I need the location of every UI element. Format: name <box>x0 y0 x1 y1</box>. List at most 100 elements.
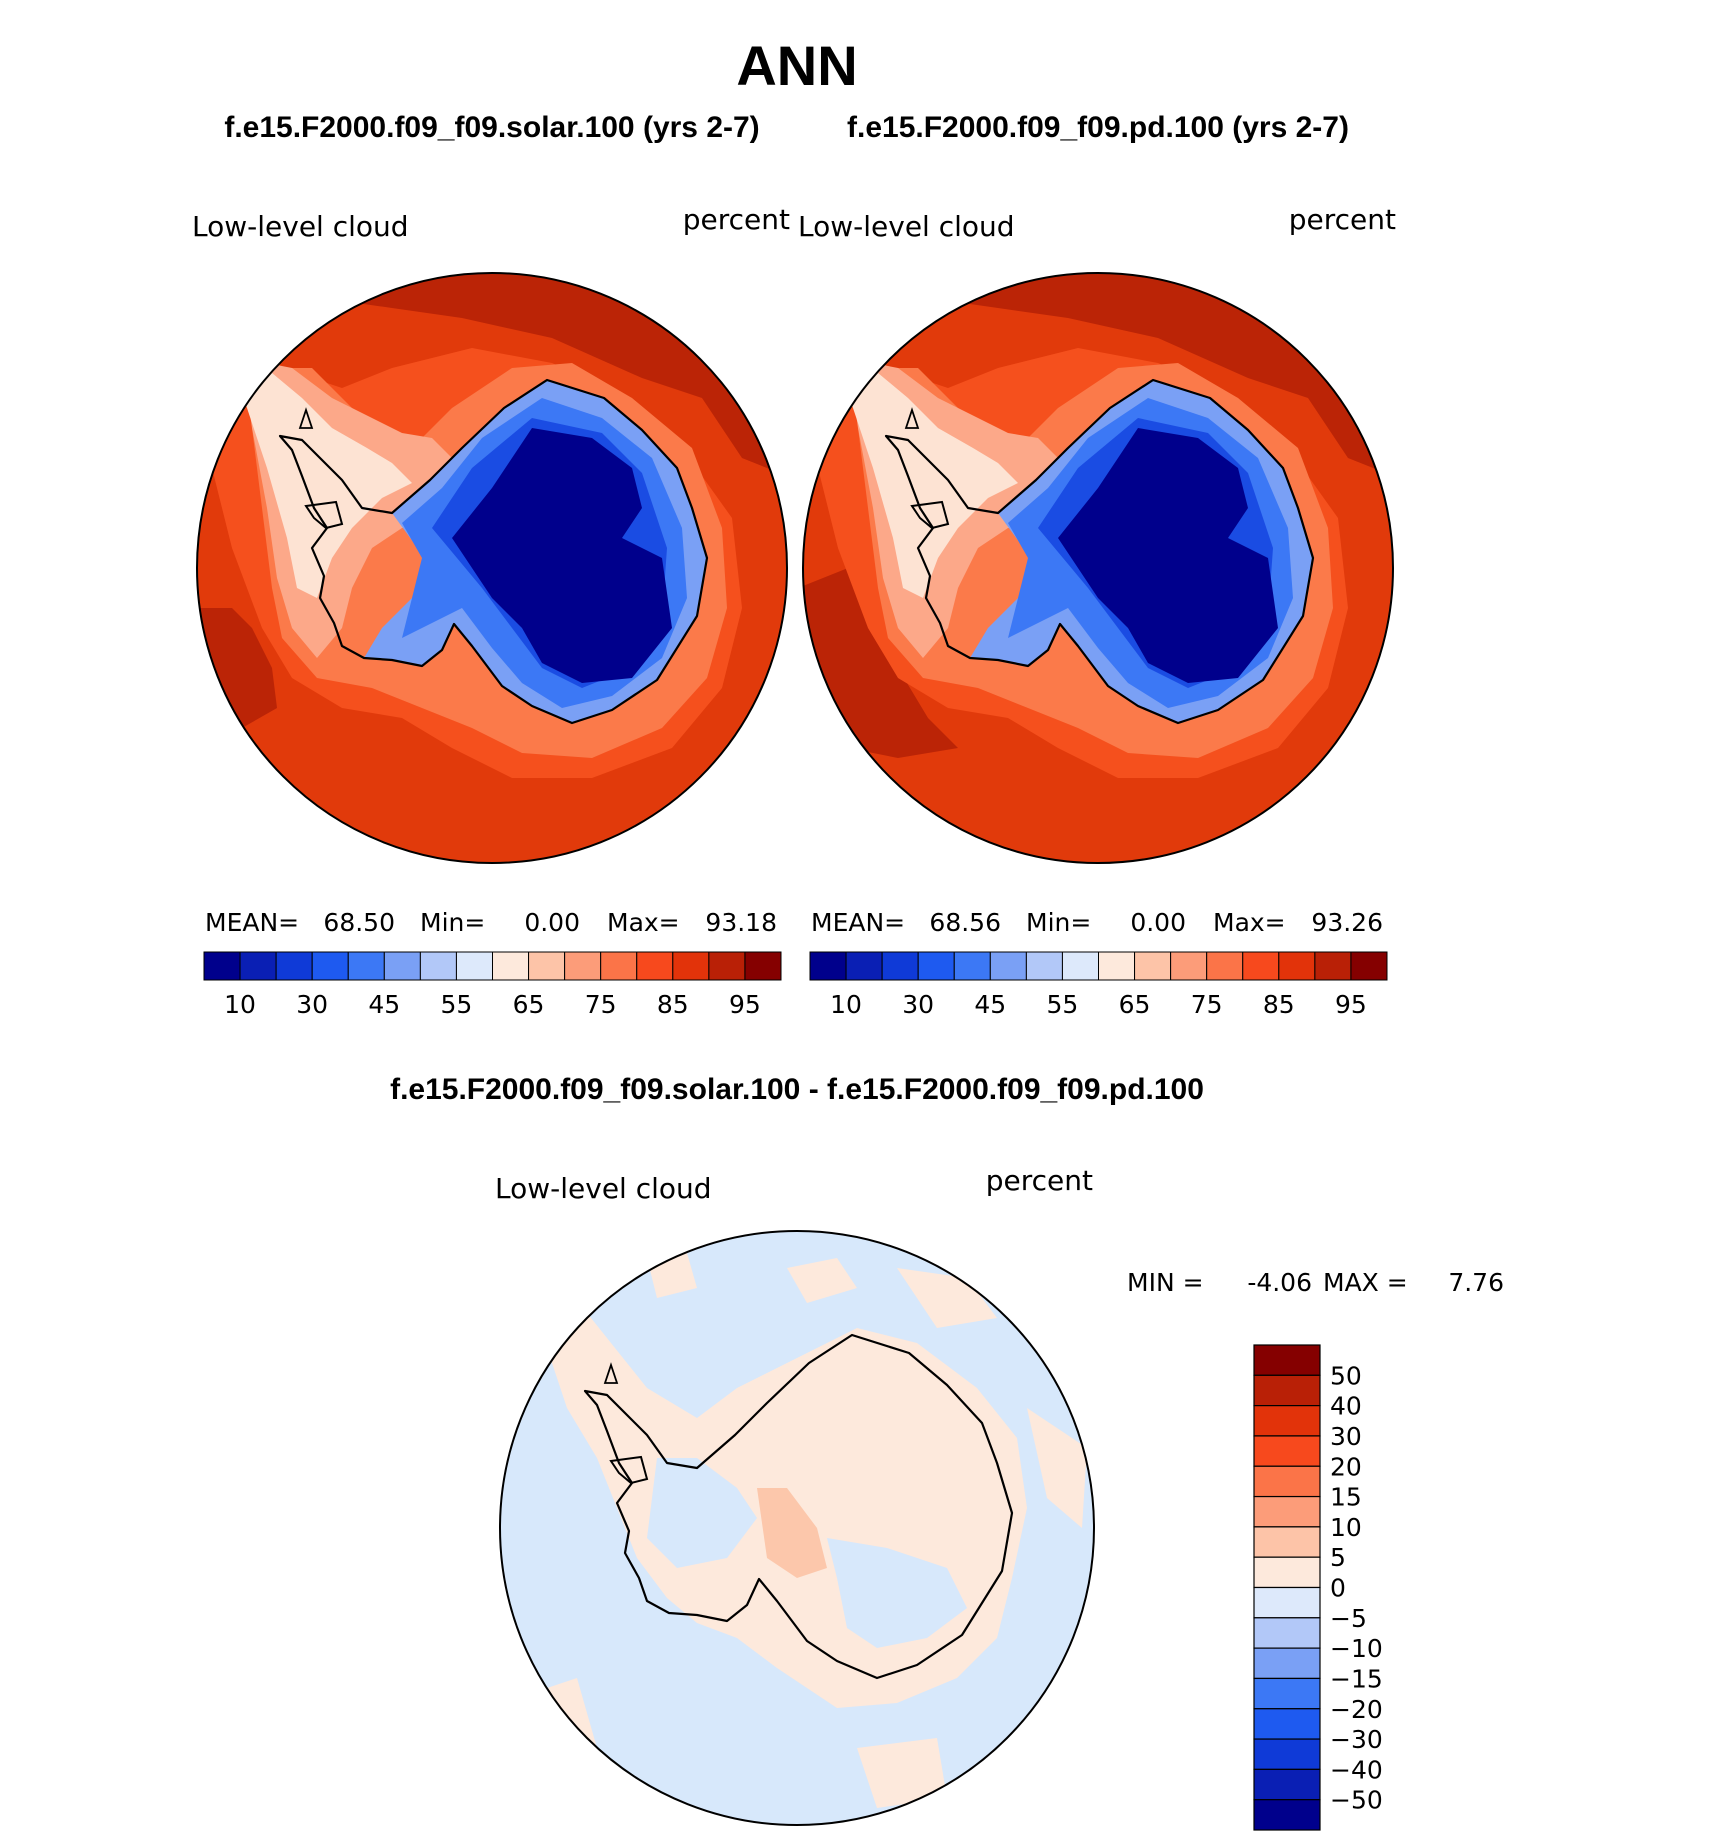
panel-1-case-label: f.e15.F2000.f09_f09.solar.100 (yrs 2-7) <box>224 111 759 144</box>
colorbar-tick-label: 95 <box>729 990 761 1019</box>
colorbar-swatch <box>1253 1768 1321 1801</box>
colorbar-swatch <box>845 951 883 981</box>
colorbar-level-label: −20 <box>1330 1695 1383 1724</box>
colorbar-swatch <box>275 951 313 981</box>
colorbar-swatch <box>953 951 991 981</box>
diff-negative-inlet <box>647 1458 757 1568</box>
mean-value: 68.56 <box>929 908 1001 937</box>
colorbar-level-label: 0 <box>1330 1574 1346 1603</box>
colorbar-swatch <box>1253 1465 1321 1498</box>
colorbar-swatch <box>564 951 602 981</box>
colorbar-swatch <box>1253 1344 1321 1376</box>
diff-title: f.e15.F2000.f09_f09.solar.100 - f.e15.F2… <box>390 1073 1204 1106</box>
colorbar-swatch <box>1253 1799 1321 1831</box>
diff-positive-region <box>787 1258 857 1303</box>
colorbar-tick-label: 65 <box>1119 990 1151 1019</box>
map-panel-2-border <box>802 272 1394 864</box>
colorbar-level-label: −10 <box>1330 1634 1383 1663</box>
colorbar-tick-label: 75 <box>585 990 617 1019</box>
colorbar-swatch <box>1242 951 1280 981</box>
colorbar-tick-label: 65 <box>513 990 545 1019</box>
pale-coastal-band <box>838 368 1018 598</box>
diff-strong-positive <box>757 1488 827 1578</box>
colorbar-swatch <box>1253 1405 1321 1437</box>
colorbar-swatch <box>809 951 847 981</box>
max-value: 93.18 <box>705 908 777 937</box>
colorbar-tick-label: 55 <box>441 990 473 1019</box>
colorbar-level-label: −50 <box>1330 1786 1383 1815</box>
colorbar-tick-label: 10 <box>830 990 862 1019</box>
colorbar-swatch <box>744 951 782 981</box>
diff-positive-region <box>1027 1408 1087 1528</box>
colorbar-level-label: −5 <box>1330 1604 1367 1633</box>
colorbar-tick-label: 30 <box>296 990 328 1019</box>
colorbar-swatch <box>1253 1677 1321 1710</box>
colorbar-swatch <box>1134 951 1172 981</box>
colorbar-swatch <box>636 951 674 981</box>
colorbar-swatch <box>492 951 530 981</box>
max-label: Max= <box>1213 908 1286 937</box>
panel-2-variable: Low-level cloud <box>798 210 1015 243</box>
diff-positive-region <box>857 1738 947 1808</box>
antarctica-core-cloud <box>452 428 672 683</box>
colorbar-swatch <box>455 951 493 981</box>
colorbar-swatch <box>1253 1526 1321 1558</box>
diff-negative-inlet <box>827 1538 967 1648</box>
diff-max-label: MAX = <box>1323 1268 1408 1297</box>
colorbar-swatch <box>1025 951 1063 981</box>
colorbar-tick-label: 45 <box>974 990 1006 1019</box>
colorbar-level-label: 5 <box>1330 1543 1346 1572</box>
colorbar-level-label: 30 <box>1330 1422 1362 1451</box>
colorbar-level-label: 50 <box>1330 1361 1362 1390</box>
colorbar-level-label: 40 <box>1330 1392 1362 1421</box>
colorbar-swatch <box>989 951 1027 981</box>
colorbar-level-label: 10 <box>1330 1513 1362 1542</box>
colorbar-swatch <box>1253 1556 1321 1589</box>
colorbar-swatch <box>1253 1374 1321 1407</box>
colorbar-swatch <box>600 951 638 981</box>
colorbar-swatch <box>1170 951 1208 981</box>
colorbar-panel-1: 10 30 45 55 65 75 85 95 <box>203 951 782 1019</box>
colorbar-swatch <box>311 951 349 981</box>
colorbar-level-label: 20 <box>1330 1452 1362 1481</box>
colorbar-level-label: 15 <box>1330 1483 1362 1512</box>
colorbar-swatch <box>1278 951 1316 981</box>
colorbar-tick-label: 75 <box>1191 990 1223 1019</box>
colorbar-swatch <box>1253 1435 1321 1467</box>
colorbar-swatch <box>383 951 421 981</box>
colorbar-swatch <box>881 951 919 981</box>
map-diff-panel <box>499 1230 1095 1826</box>
colorbar-swatch <box>1314 951 1352 981</box>
colorbar-swatch <box>672 951 710 981</box>
diff-min-label: MIN = <box>1127 1268 1204 1297</box>
colorbar-tick-label: 85 <box>657 990 689 1019</box>
colorbar-tick-label: 10 <box>224 990 256 1019</box>
max-value: 93.26 <box>1311 908 1383 937</box>
colorbar-swatch <box>1253 1617 1321 1649</box>
colorbar-swatch <box>917 951 955 981</box>
panel-1-units: percent <box>683 203 790 236</box>
map-panel-1-border <box>196 272 788 864</box>
colorbar-panel-2: 10 30 45 55 65 75 85 95 <box>809 951 1388 1019</box>
min-value: 0.00 <box>1130 908 1186 937</box>
min-label: Min= <box>1026 908 1091 937</box>
diff-units: percent <box>986 1164 1093 1197</box>
colorbar-swatch <box>1253 1647 1321 1680</box>
colorbar-level-label: −15 <box>1330 1664 1383 1693</box>
diff-min-value: -4.06 <box>1247 1268 1312 1297</box>
diff-variable: Low-level cloud <box>495 1172 712 1205</box>
colorbar-tick-label: 45 <box>368 990 400 1019</box>
mean-label: MEAN= <box>811 908 905 937</box>
colorbar-tick-label: 30 <box>902 990 934 1019</box>
colorbar-level-label: −40 <box>1330 1755 1383 1784</box>
colorbar-tick-label: 95 <box>1335 990 1367 1019</box>
panel-2-units: percent <box>1289 203 1396 236</box>
diff-positive-region <box>897 1268 997 1328</box>
max-label: Max= <box>607 908 680 937</box>
colorbar-swatch <box>528 951 566 981</box>
colorbar-swatch <box>1350 951 1388 981</box>
colorbar-swatch <box>347 951 385 981</box>
map-panel-2 <box>802 272 1394 864</box>
colorbar-swatch <box>708 951 746 981</box>
diff-max-value: 7.76 <box>1448 1268 1504 1297</box>
